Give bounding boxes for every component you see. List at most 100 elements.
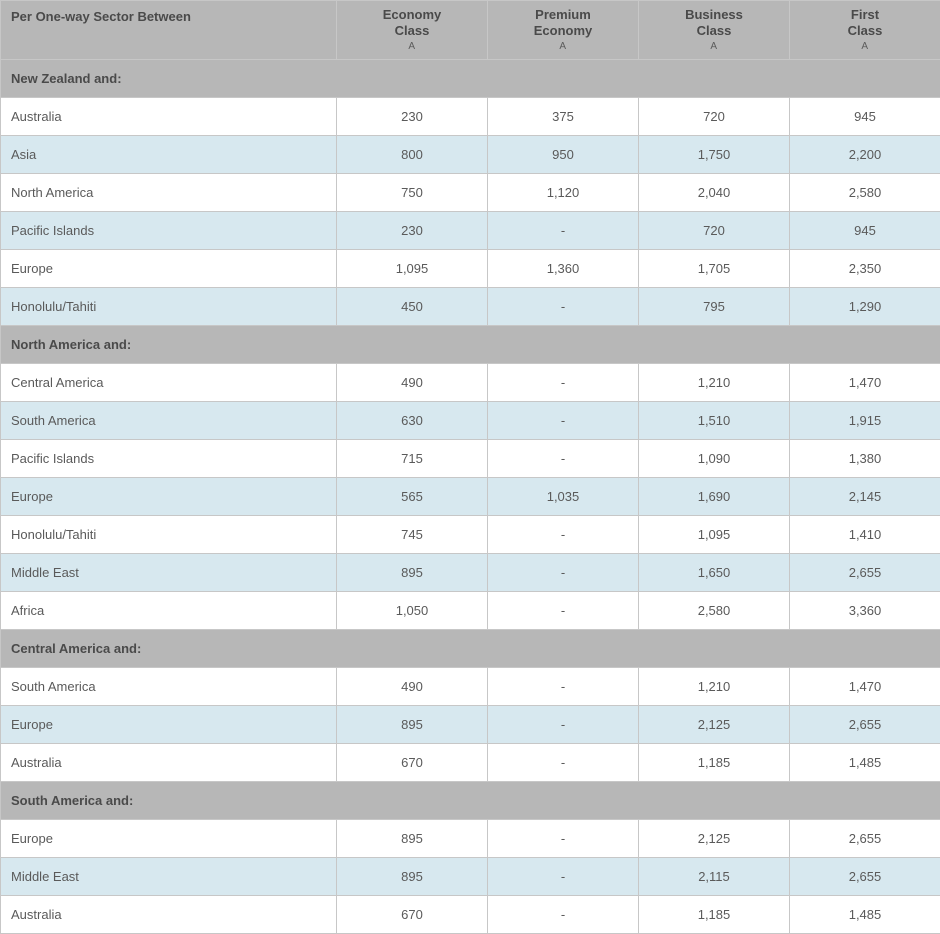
value-cell-first: 2,350	[790, 250, 940, 288]
value-cell-economy: 1,095	[337, 250, 488, 288]
value-cell-premium: -	[488, 744, 639, 782]
value-cell-premium: -	[488, 592, 639, 630]
value-cell-first: 1,485	[790, 744, 940, 782]
value-cell-business: 1,690	[639, 478, 790, 516]
table-row: South America630-1,5101,915	[1, 402, 940, 440]
table-row: Middle East895-1,6502,655	[1, 554, 940, 592]
value-cell-premium: -	[488, 440, 639, 478]
header-business: BusinessClass A	[639, 1, 790, 60]
destination-cell: Middle East	[1, 554, 337, 592]
value-cell-economy: 750	[337, 174, 488, 212]
table-header: Per One-way Sector Between EconomyClass …	[1, 1, 940, 60]
value-cell-first: 1,485	[790, 896, 940, 934]
value-cell-business: 1,210	[639, 668, 790, 706]
destination-cell: Australia	[1, 744, 337, 782]
destination-cell: Asia	[1, 136, 337, 174]
header-sector: Per One-way Sector Between	[1, 1, 337, 60]
value-cell-business: 720	[639, 98, 790, 136]
value-cell-business: 1,090	[639, 440, 790, 478]
value-cell-first: 945	[790, 212, 940, 250]
table-row: Europe1,0951,3601,7052,350	[1, 250, 940, 288]
value-cell-economy: 450	[337, 288, 488, 326]
value-cell-economy: 490	[337, 668, 488, 706]
section-header: South America and:	[1, 782, 940, 820]
table-row: Europe5651,0351,6902,145	[1, 478, 940, 516]
value-cell-economy: 565	[337, 478, 488, 516]
section-header: Central America and:	[1, 630, 940, 668]
value-cell-business: 720	[639, 212, 790, 250]
value-cell-business: 1,750	[639, 136, 790, 174]
value-cell-business: 795	[639, 288, 790, 326]
table-row: Middle East895-2,1152,655	[1, 858, 940, 896]
table-row: Africa1,050-2,5803,360	[1, 592, 940, 630]
destination-cell: South America	[1, 402, 337, 440]
value-cell-business: 1,210	[639, 364, 790, 402]
value-cell-premium: -	[488, 858, 639, 896]
value-cell-first: 1,290	[790, 288, 940, 326]
value-cell-economy: 670	[337, 896, 488, 934]
value-cell-premium: -	[488, 402, 639, 440]
table-row: Australia670-1,1851,485	[1, 896, 940, 934]
value-cell-first: 2,145	[790, 478, 940, 516]
value-cell-premium: -	[488, 668, 639, 706]
destination-cell: Australia	[1, 98, 337, 136]
value-cell-first: 1,410	[790, 516, 940, 554]
value-cell-premium: -	[488, 820, 639, 858]
value-cell-business: 1,510	[639, 402, 790, 440]
header-premium: PremiumEconomy A	[488, 1, 639, 60]
value-cell-business: 2,125	[639, 706, 790, 744]
destination-cell: Middle East	[1, 858, 337, 896]
value-cell-first: 2,580	[790, 174, 940, 212]
sort-icon: A	[643, 41, 785, 54]
destination-cell: Pacific Islands	[1, 212, 337, 250]
table-row: South America490-1,2101,470	[1, 668, 940, 706]
table-row: Asia8009501,7502,200	[1, 136, 940, 174]
table-row: Central America490-1,2101,470	[1, 364, 940, 402]
value-cell-premium: -	[488, 364, 639, 402]
sort-icon: A	[492, 41, 634, 54]
header-sector-label: Per One-way Sector Between	[11, 9, 191, 24]
destination-cell: South America	[1, 668, 337, 706]
value-cell-economy: 800	[337, 136, 488, 174]
value-cell-business: 2,040	[639, 174, 790, 212]
value-cell-first: 2,655	[790, 554, 940, 592]
value-cell-premium: 1,360	[488, 250, 639, 288]
value-cell-business: 1,095	[639, 516, 790, 554]
table-row: Pacific Islands715-1,0901,380	[1, 440, 940, 478]
value-cell-economy: 895	[337, 858, 488, 896]
value-cell-business: 1,705	[639, 250, 790, 288]
table-row: North America7501,1202,0402,580	[1, 174, 940, 212]
fare-table: Per One-way Sector Between EconomyClass …	[0, 0, 940, 934]
value-cell-first: 2,655	[790, 706, 940, 744]
value-cell-business: 1,185	[639, 896, 790, 934]
sort-icon: A	[341, 41, 483, 54]
header-economy: EconomyClass A	[337, 1, 488, 60]
value-cell-economy: 230	[337, 212, 488, 250]
value-cell-business: 2,115	[639, 858, 790, 896]
table-row: Honolulu/Tahiti450-7951,290	[1, 288, 940, 326]
value-cell-premium: 1,035	[488, 478, 639, 516]
table-row: Europe895-2,1252,655	[1, 820, 940, 858]
destination-cell: Europe	[1, 706, 337, 744]
value-cell-first: 3,360	[790, 592, 940, 630]
value-cell-business: 1,650	[639, 554, 790, 592]
value-cell-premium: 375	[488, 98, 639, 136]
destination-cell: Central America	[1, 364, 337, 402]
value-cell-premium: 1,120	[488, 174, 639, 212]
section-header: North America and:	[1, 326, 940, 364]
section-header: New Zealand and:	[1, 60, 940, 98]
destination-cell: Honolulu/Tahiti	[1, 288, 337, 326]
header-economy-label: EconomyClass	[383, 7, 442, 38]
value-cell-economy: 895	[337, 820, 488, 858]
value-cell-first: 1,915	[790, 402, 940, 440]
value-cell-premium: -	[488, 516, 639, 554]
value-cell-economy: 490	[337, 364, 488, 402]
destination-cell: Europe	[1, 250, 337, 288]
sort-icon: A	[794, 41, 936, 54]
value-cell-premium: -	[488, 706, 639, 744]
value-cell-first: 2,655	[790, 858, 940, 896]
destination-cell: Pacific Islands	[1, 440, 337, 478]
value-cell-business: 2,580	[639, 592, 790, 630]
value-cell-first: 2,200	[790, 136, 940, 174]
table-row: Europe895-2,1252,655	[1, 706, 940, 744]
